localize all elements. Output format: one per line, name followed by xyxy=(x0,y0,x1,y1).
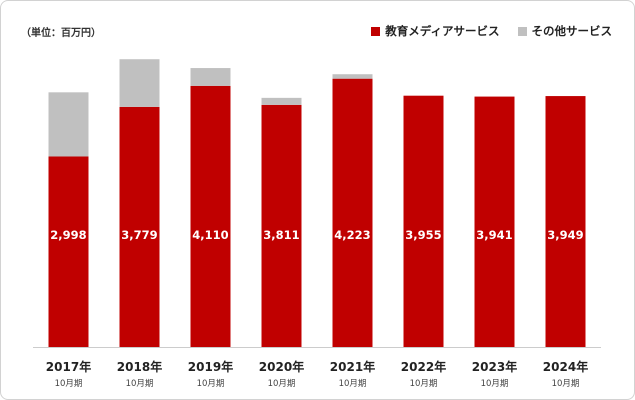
data-label-6: 3,941 xyxy=(476,228,512,242)
bar-education-7 xyxy=(545,96,586,347)
x-tick-sublabel-2: 10月期 xyxy=(197,379,225,389)
bar-other-4 xyxy=(332,74,373,79)
data-label-1: 3,779 xyxy=(121,228,157,242)
unit-label: （単位：百万円） xyxy=(21,28,101,39)
legend: 教育メディアサービス その他サービス xyxy=(371,23,612,39)
x-tick-sublabel-7: 10月期 xyxy=(552,379,580,389)
legend-label-education: 教育メディアサービス xyxy=(385,24,500,38)
legend-swatch-education xyxy=(371,26,381,36)
x-tick-sublabel-0: 10月期 xyxy=(55,379,83,389)
x-tick-label-3: 2020年 xyxy=(259,359,304,374)
x-tick-label-4: 2021年 xyxy=(330,359,375,374)
bar-education-6 xyxy=(474,96,515,347)
legend-item-education: 教育メディアサービス xyxy=(371,23,500,39)
bar-other-2 xyxy=(190,68,231,86)
x-tick-label-0: 2017年 xyxy=(46,359,91,374)
legend-item-other: その他サービス xyxy=(517,23,613,39)
data-label-5: 3,955 xyxy=(405,228,441,242)
x-tick-label-5: 2022年 xyxy=(401,359,446,374)
data-label-7: 3,949 xyxy=(547,228,583,242)
bar-other-3 xyxy=(261,97,302,105)
bar-education-0 xyxy=(48,156,89,347)
x-tick-label-6: 2023年 xyxy=(472,359,517,374)
x-tick-sublabel-4: 10月期 xyxy=(339,379,367,389)
x-tick-sublabel-1: 10月期 xyxy=(126,379,154,389)
bar-education-4 xyxy=(332,78,373,347)
bar-other-1 xyxy=(119,59,160,107)
data-label-3: 3,811 xyxy=(263,228,299,242)
x-tick-sublabel-3: 10月期 xyxy=(268,379,296,389)
data-label-2: 4,110 xyxy=(192,228,228,242)
x-tick-label-2: 2019年 xyxy=(188,359,233,374)
x-tick-sublabel-6: 10月期 xyxy=(481,379,509,389)
legend-swatch-other xyxy=(517,26,527,36)
x-tick-label-7: 2024年 xyxy=(543,359,588,374)
data-label-4: 4,223 xyxy=(334,228,370,242)
bar-education-5 xyxy=(403,95,444,347)
legend-label-other: その他サービス xyxy=(531,24,613,38)
data-label-0: 2,998 xyxy=(50,228,86,242)
bar-education-2 xyxy=(190,85,231,347)
bar-other-0 xyxy=(48,92,89,157)
x-tick-label-1: 2018年 xyxy=(117,359,162,374)
bar-education-3 xyxy=(261,104,302,347)
bar-education-1 xyxy=(119,106,160,348)
x-tick-sublabel-5: 10月期 xyxy=(410,379,438,389)
